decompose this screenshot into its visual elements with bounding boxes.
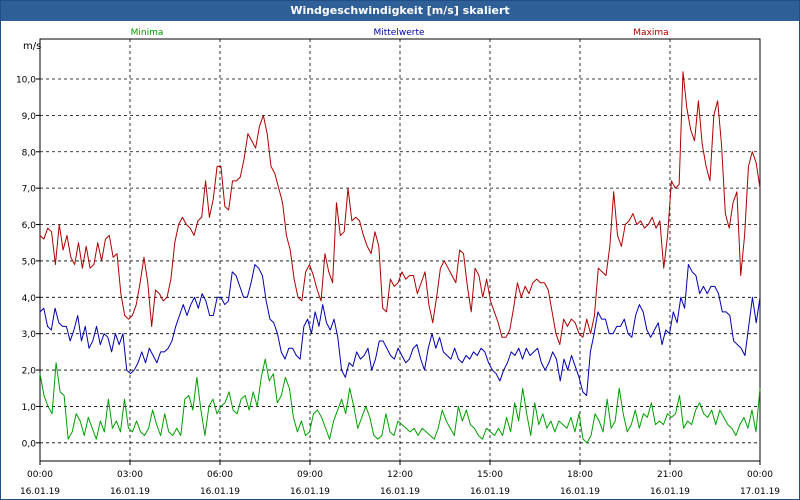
y-tick-label: 7,0 [22,185,37,195]
x-tick-date: 16.01.19 [290,487,330,497]
y-tick-label: 3,0 [22,330,37,340]
y-tick-label: 6,0 [22,221,37,231]
y-tick-label: 1,0 [22,403,37,413]
x-tick-date: 16.01.19 [20,487,60,497]
x-tick-date: 16.01.19 [560,487,600,497]
x-tick-time: 21:00 [657,470,683,480]
y-tick-label: 0,0 [22,439,37,449]
legend-label-mittelwerte: Mittelwerte [373,28,424,38]
x-tick-date: 16.01.19 [470,487,510,497]
x-tick-date: 16.01.19 [650,487,690,497]
line-chart: 0,0 1,0 2,0 3,0 4,0 5,0 6,0 7,0 8,0 9,0 10,0 00:00 1… [16,28,780,497]
x-tick-time: 00:00 [747,470,773,480]
x-tick-time: 09:00 [297,470,323,480]
y-tick-label: 4,0 [22,294,37,304]
grid-lines [40,39,760,461]
x-tick-date: 16.01.19 [200,487,240,497]
chart-title: Windgeschwindigkeit [m/s] skaliert [1,1,799,21]
series-line-maxima [39,71,761,346]
x-tick-time: 00:00 [27,470,53,480]
legend: Minima Mittelwerte Maxima [131,28,669,38]
y-tick-label: 5,0 [22,257,37,267]
x-tick-date: 16.01.19 [110,487,150,497]
y-axis-label: m/s [23,41,41,52]
legend-label-maxima: Maxima [633,28,668,38]
x-tick-time: 12:00 [387,470,413,480]
legend-label-minima: Minima [131,28,164,38]
x-tick-time: 03:00 [117,470,143,480]
series-layer [39,71,761,444]
series-line-minima [39,358,761,444]
x-tick-time: 15:00 [477,470,503,480]
series-line-mittelwerte [39,264,761,397]
x-tick-time: 06:00 [207,470,233,480]
axis-ticks: 0,0 1,0 2,0 3,0 4,0 5,0 6,0 7,0 8,0 9,0 10,0 00:00 1… [16,76,780,497]
x-tick-date: 16.01.19 [380,487,420,497]
y-tick-label: 2,0 [22,367,37,377]
x-tick-time: 18:00 [567,470,593,480]
y-tick-label: 9,0 [22,112,37,122]
y-tick-label: 10,0 [16,76,36,86]
y-tick-label: 8,0 [22,148,37,158]
x-tick-date: 17.01.19 [740,487,780,497]
